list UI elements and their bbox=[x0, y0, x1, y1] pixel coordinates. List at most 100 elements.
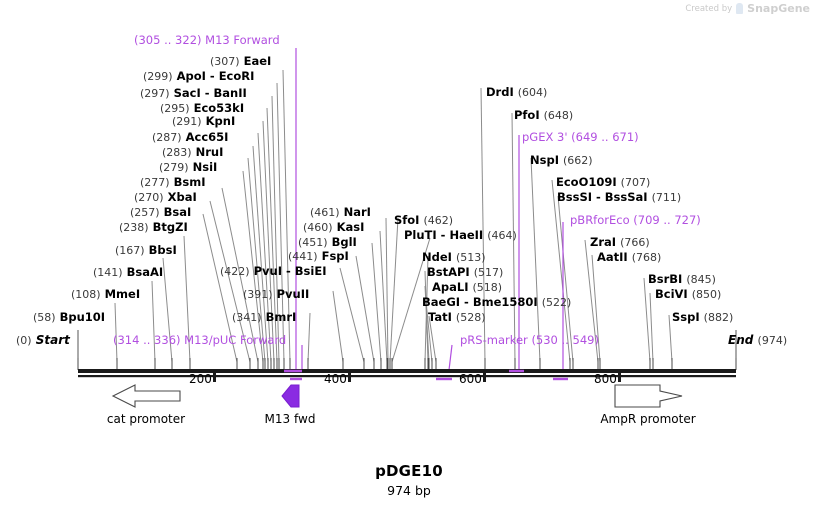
feature-arrow-cat-promoter bbox=[111, 384, 181, 408]
feature-name: pBRforEco bbox=[570, 213, 630, 227]
plasmid-size: 974 bp bbox=[387, 483, 431, 498]
feature-label-m13-puc-forward[interactable]: (314 .. 336) M13/pUC Forward bbox=[113, 334, 286, 347]
enzyme-position: (341) bbox=[232, 311, 262, 324]
enzyme-position: (518) bbox=[472, 281, 503, 294]
enzyme-label-pvuii[interactable]: (391) PvuII bbox=[243, 288, 309, 301]
enzyme-position: (295) bbox=[160, 102, 190, 115]
feature-caption-m13-fwd[interactable]: M13 fwd bbox=[264, 412, 316, 426]
enzyme-name: KpnI bbox=[205, 114, 236, 128]
ruler-tick-400: 400 bbox=[324, 372, 347, 386]
feature-label-pbrforeco[interactable]: pBRforEco (709 .. 727) bbox=[570, 213, 701, 227]
enzyme-name: EaeI bbox=[243, 54, 272, 68]
restriction-site-ticks bbox=[77, 358, 737, 370]
feature-label-prs-marker[interactable]: pRS-marker (530 .. 549) bbox=[460, 333, 599, 347]
feature-caption-cat-promoter[interactable]: cat promoter bbox=[106, 412, 186, 426]
enzyme-label-apoi-ecori[interactable]: (299) ApoI - EcoRI bbox=[143, 69, 255, 83]
enzyme-label-pfoi[interactable]: PfoI (648) bbox=[514, 108, 573, 122]
enzyme-label-nsii[interactable]: (279) NsiI bbox=[159, 160, 218, 174]
enzyme-name: BsrBI bbox=[648, 272, 683, 286]
feature-range: (530 .. 549) bbox=[531, 333, 599, 347]
enzyme-position: (460) bbox=[303, 221, 333, 234]
enzyme-name: ApoI - EcoRI bbox=[176, 69, 255, 83]
enzyme-label-bsrbi[interactable]: BsrBI (845) bbox=[648, 272, 716, 286]
enzyme-label-ecoo109i[interactable]: EcoO109I (707) bbox=[556, 176, 650, 189]
enzyme-name: NsiI bbox=[192, 160, 218, 174]
enzyme-name: TatI bbox=[428, 310, 452, 324]
enzyme-label-acc65i[interactable]: (287) Acc65I bbox=[152, 131, 228, 144]
enzyme-label-kasi[interactable]: (460) KasI bbox=[303, 221, 364, 234]
enzyme-label-bsmi[interactable]: (277) BsmI bbox=[140, 175, 206, 189]
enzyme-label-eaei[interactable]: (307) EaeI bbox=[210, 54, 272, 68]
enzyme-label-bsssi-bssai[interactable]: BssSI - BssSaI (711) bbox=[557, 190, 681, 204]
feature-label-pgex-3-prime[interactable]: pGEX 3' (649 .. 671) bbox=[522, 131, 639, 144]
enzyme-position: (528) bbox=[455, 311, 486, 324]
start-label[interactable]: (0) Start bbox=[16, 334, 70, 346]
enzyme-position: (291) bbox=[172, 115, 202, 128]
enzyme-label-bmri[interactable]: (341) BmrI bbox=[232, 310, 297, 324]
enzyme-name: BmrI bbox=[265, 310, 297, 324]
enzyme-label-bcivi[interactable]: BciVI (850) bbox=[655, 287, 721, 301]
enzyme-label-xbai[interactable]: (270) XbaI bbox=[134, 190, 197, 204]
credit-brand-label: SnapGene bbox=[747, 2, 810, 15]
start-position: (0) bbox=[16, 334, 32, 347]
enzyme-label-aatii[interactable]: AatII (768) bbox=[597, 250, 662, 264]
feature-caption-ampr-promoter[interactable]: AmpR promoter bbox=[600, 412, 696, 426]
enzyme-name: Bpu10I bbox=[59, 310, 106, 324]
enzyme-label-eco53ki[interactable]: (295) Eco53kI bbox=[160, 102, 244, 115]
enzyme-name: BssSI - BssSaI bbox=[557, 190, 648, 204]
enzyme-position: (517) bbox=[473, 266, 504, 279]
feature-name: M13 Forward bbox=[205, 33, 280, 47]
enzyme-label-sfoi[interactable]: SfoI (462) bbox=[394, 214, 453, 227]
enzyme-label-bgli[interactable]: (451) BglI bbox=[298, 236, 357, 249]
end-text: End bbox=[728, 333, 754, 347]
enzyme-position: (297) bbox=[140, 87, 170, 100]
enzyme-label-fspi[interactable]: (441) FspI bbox=[288, 250, 349, 263]
enzyme-position: (768) bbox=[631, 251, 662, 264]
enzyme-label-pluti-haeii[interactable]: PluTI - HaeII (464) bbox=[404, 229, 517, 242]
enzyme-name: ApaLI bbox=[432, 280, 469, 294]
enzyme-name: AatII bbox=[597, 250, 628, 264]
enzyme-label-nari[interactable]: (461) NarI bbox=[310, 206, 371, 219]
enzyme-label-baegi-bme1580i[interactable]: BaeGI - Bme1580I (522) bbox=[422, 296, 571, 309]
enzyme-name: SspI bbox=[672, 310, 700, 324]
enzyme-label-apali[interactable]: ApaLI (518) bbox=[432, 280, 503, 294]
enzyme-name: MmeI bbox=[104, 287, 141, 301]
enzyme-name: BsmI bbox=[173, 175, 206, 189]
enzyme-label-bsaai[interactable]: (141) BsaAI bbox=[93, 265, 164, 279]
start-text: Start bbox=[35, 333, 70, 347]
enzyme-label-btgzi[interactable]: (238) BtgZI bbox=[119, 220, 188, 234]
enzyme-name: BciVI bbox=[655, 287, 688, 301]
enzyme-name: DrdI bbox=[486, 85, 514, 99]
credit-prefix-label: Created by bbox=[685, 3, 733, 14]
enzyme-label-pvui-bsiei[interactable]: (422) PvuI - BsiEI bbox=[220, 265, 326, 278]
enzyme-label-saci-banii[interactable]: (297) SacI - BanII bbox=[140, 87, 247, 100]
enzyme-position: (167) bbox=[115, 244, 145, 257]
enzyme-position: (845) bbox=[686, 273, 716, 286]
enzyme-label-nspi[interactable]: NspI (662) bbox=[530, 154, 593, 167]
enzyme-position: (766) bbox=[620, 236, 650, 249]
enzyme-name: BbsI bbox=[148, 243, 177, 257]
enzyme-label-zrai[interactable]: ZraI (766) bbox=[590, 236, 650, 249]
enzyme-position: (464) bbox=[487, 229, 517, 242]
enzyme-position: (277) bbox=[140, 176, 170, 189]
enzyme-label-nrui[interactable]: (283) NruI bbox=[162, 146, 223, 159]
enzyme-label-bstapi[interactable]: BstAPI (517) bbox=[427, 265, 504, 279]
enzyme-name: BstAPI bbox=[427, 265, 470, 279]
enzyme-label-bbsi[interactable]: (167) BbsI bbox=[115, 243, 177, 257]
enzyme-label-mmei[interactable]: (108) MmeI bbox=[71, 287, 141, 301]
enzyme-label-ndei[interactable]: NdeI (513) bbox=[422, 251, 486, 264]
enzyme-label-bsai[interactable]: (257) BsaI bbox=[130, 206, 191, 219]
enzyme-name: BsaAI bbox=[126, 265, 164, 279]
ruler-ticks bbox=[213, 372, 621, 382]
end-label[interactable]: End (974) bbox=[728, 334, 787, 346]
enzyme-name: PfoI bbox=[514, 108, 540, 122]
enzyme-name: XbaI bbox=[167, 190, 197, 204]
enzyme-label-kpni[interactable]: (291) KpnI bbox=[172, 114, 236, 128]
enzyme-label-tati[interactable]: TatI (528) bbox=[428, 310, 486, 324]
enzyme-label-sspi[interactable]: SspI (882) bbox=[672, 310, 733, 324]
feature-label-m13-forward[interactable]: (305 .. 322) M13 Forward bbox=[134, 33, 280, 47]
enzyme-label-bpu10i[interactable]: (58) Bpu10I bbox=[33, 310, 106, 324]
enzyme-label-drdi[interactable]: DrdI (604) bbox=[486, 85, 547, 99]
enzyme-name: BtgZI bbox=[152, 220, 188, 234]
